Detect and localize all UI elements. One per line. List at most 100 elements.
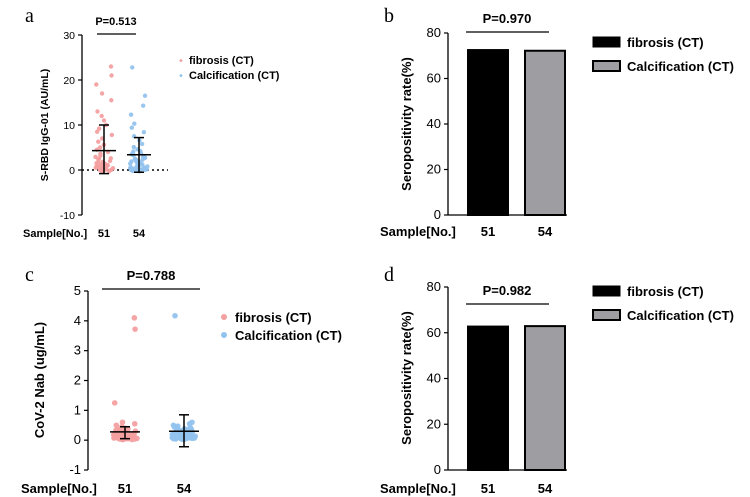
data-point	[141, 130, 147, 135]
panel-b-pvalue: P=0.970	[483, 11, 532, 26]
legend-fibrosis-label: fibrosis (CT)	[627, 284, 704, 299]
panel-d-sample-count-calcification: 54	[538, 481, 553, 496]
legend-calcification-label: Calcification (CT)	[627, 59, 734, 74]
panel-a-y-ticks: 30 20 10 0 -10	[60, 30, 82, 222]
y-tick-label: 80	[427, 279, 441, 294]
panel-b-sample-count-calcification: 54	[538, 224, 553, 239]
bar-fibrosis	[467, 49, 509, 216]
panel-a-label: a	[25, 5, 34, 27]
data-point	[109, 98, 114, 103]
data-point	[111, 400, 118, 406]
data-point	[140, 162, 145, 167]
panel-a-points	[93, 64, 150, 174]
panel-b: b 80 60 40 20 0 Seropositivity rate(%) P=0.9…	[380, 5, 734, 239]
data-point	[142, 93, 148, 98]
y-tick-label: 40	[427, 371, 441, 386]
data-point	[108, 64, 114, 69]
data-point	[171, 432, 178, 439]
panel-c-sample-count-fibrosis: 51	[118, 481, 132, 496]
data-point	[129, 125, 135, 130]
panel-d-y-axis-label: Seropositivity rate(%)	[399, 311, 414, 445]
legend-calcification-label: Calcification (CT)	[189, 70, 280, 82]
panel-d: d 80 60 40 20 0 Seropositivity rate(%) P=0.9…	[380, 264, 734, 496]
panel-a-sample-count-fibrosis: 51	[98, 228, 110, 240]
bar-calcification	[524, 325, 566, 471]
y-tick-label: 4	[74, 313, 81, 328]
panel-c-label: c	[25, 264, 34, 286]
y-tick-label: 0	[434, 462, 441, 477]
panel-b-bars	[467, 49, 566, 217]
panel-b-y-axis-label: Seropositivity rate(%)	[399, 57, 414, 191]
data-point	[128, 112, 134, 117]
panel-c-sample-count-calcification: 54	[177, 481, 192, 496]
panel-b-y-ticks: 80 60 40 20 0	[427, 25, 448, 222]
y-tick-label: 20	[427, 162, 441, 177]
legend-fibrosis-swatch	[592, 36, 621, 48]
data-point	[140, 103, 146, 108]
panel-c-legend: fibrosis (CT) Calcification (CT)	[221, 310, 342, 343]
data-point	[128, 161, 133, 166]
data-point	[130, 168, 135, 174]
data-point	[94, 161, 99, 166]
y-tick-label: 10	[63, 120, 75, 132]
panel-c-y-axis-label: CoV-2 Nab (ug/mL)	[32, 322, 47, 438]
legend-calcification-swatch	[592, 60, 621, 72]
y-tick-label: 30	[63, 30, 75, 42]
legend-calcification-label: Calcification (CT)	[627, 308, 734, 323]
data-point	[94, 82, 99, 87]
panel-d-legend: fibrosis (CT) Calcification (CT)	[592, 284, 734, 323]
y-tick-label: 0	[74, 432, 81, 447]
panel-a-sample-label: Sample[No.]	[23, 228, 88, 240]
panel-b-label: b	[384, 5, 394, 27]
data-point	[107, 158, 113, 164]
panel-d-bars	[467, 325, 566, 472]
panel-a-error-bars	[92, 124, 151, 175]
data-point	[119, 419, 126, 426]
panel-a-y-axis-label: S-RBD IgG-01 (AU/mL)	[39, 69, 51, 182]
panel-d-sample-count-fibrosis: 51	[481, 481, 495, 496]
data-point	[106, 169, 112, 174]
data-point	[96, 156, 102, 161]
data-point	[96, 139, 101, 144]
data-point	[132, 121, 137, 126]
bar-calcification	[524, 49, 566, 217]
legend-calcification-label: Calcification (CT)	[235, 328, 342, 343]
legend-calcification-marker: •	[178, 71, 184, 82]
data-point	[101, 118, 107, 123]
data-point	[142, 167, 148, 172]
y-tick-label: 5	[74, 283, 81, 298]
legend-fibrosis-marker	[221, 314, 227, 320]
y-tick-label: 80	[427, 25, 441, 40]
panel-b-legend: fibrosis (CT) Calcification (CT)	[592, 35, 734, 74]
y-tick-label: -10	[60, 210, 75, 222]
y-tick-label: 20	[63, 75, 75, 87]
data-point	[97, 145, 103, 150]
data-point	[99, 136, 105, 141]
data-point	[96, 126, 102, 131]
y-tick-label: 40	[427, 116, 441, 131]
panel-b-sample-count-fibrosis: 51	[481, 224, 495, 239]
legend-calcification-marker	[221, 332, 227, 338]
data-point	[132, 326, 138, 332]
y-tick-label: 0	[69, 165, 75, 177]
data-point	[93, 154, 98, 160]
data-point	[99, 91, 105, 96]
y-tick-label: 60	[427, 325, 441, 340]
panel-d-sample-label: Sample[No.]	[380, 481, 456, 496]
panel-d-y-ticks: 80 60 40 20 0	[427, 279, 448, 477]
y-tick-label: 3	[74, 343, 81, 358]
data-point	[94, 129, 100, 134]
panel-c-sample-label: Sample[No.]	[21, 481, 97, 496]
data-point	[131, 420, 138, 427]
y-tick-label: 0	[434, 207, 441, 222]
panel-c-y-ticks: 5 4 3 2 1 0 -1	[69, 283, 88, 477]
data-point	[109, 132, 115, 138]
panel-d-label: d	[384, 264, 394, 286]
data-point	[113, 422, 120, 429]
panel-a: a 30 20 10 0 -10 S-RBD IgG-01 (AU/mL) P=0.51…	[23, 5, 280, 240]
panel-a-sample-count-calcification: 54	[133, 228, 146, 240]
data-point	[105, 162, 110, 168]
panel-d-pvalue: P=0.982	[483, 283, 532, 298]
data-point	[109, 73, 114, 78]
